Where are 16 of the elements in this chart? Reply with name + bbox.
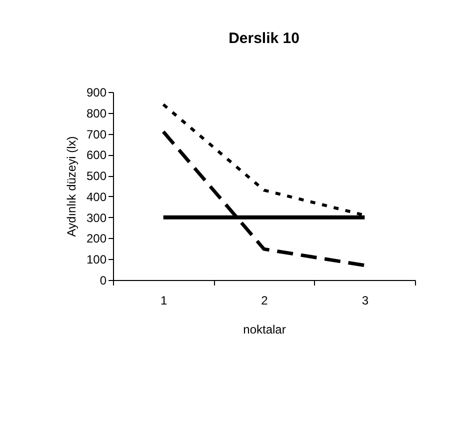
y-tick-label: 300	[86, 210, 107, 225]
x-tick-label: 3	[362, 294, 369, 308]
y-tick-label: 900	[86, 86, 107, 100]
y-tick-label: 400	[86, 190, 107, 204]
y-tick-label: 0	[100, 274, 107, 288]
x-tick-label: 1	[160, 294, 168, 308]
y-tick-label: 700	[86, 127, 107, 142]
y-tick-label: 100	[86, 252, 107, 267]
x-tick-label: 2	[261, 294, 268, 308]
y-tick-label: 800	[86, 106, 107, 120]
y-tick-label: 500	[86, 169, 107, 184]
y-tick-label: 200	[86, 232, 107, 246]
x-axis-title: noktalar	[243, 322, 286, 336]
y-axis-title: Aydınlık düzeyi (lx)	[64, 136, 78, 237]
chart-title: Derslik 10	[228, 30, 300, 47]
y-tick-label: 600	[86, 148, 107, 162]
